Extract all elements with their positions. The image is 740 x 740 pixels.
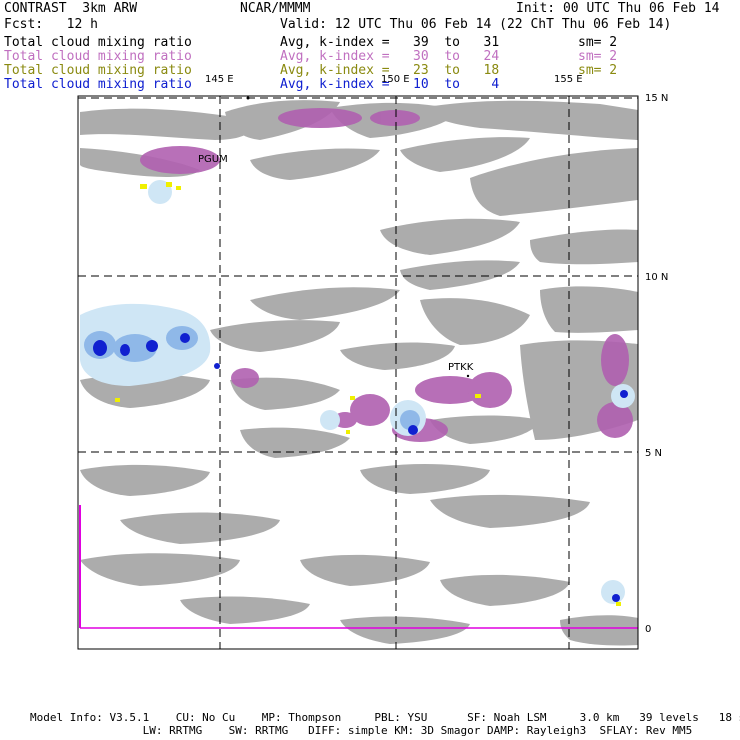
init-time: Init: 00 UTC Thu 06 Feb 14 xyxy=(516,1,720,16)
field-range-4: Avg, k-index = 10 to 4 xyxy=(280,77,500,92)
model-title: CONTRAST 3km ARW xyxy=(4,1,138,16)
lat-label-5n: 5 N xyxy=(645,448,662,459)
field-name-3: Total cloud mixing ratio xyxy=(4,63,192,78)
footer-model-info: Model Info: V3.5.1 CU: No Cu MP: Thompso… xyxy=(30,711,740,724)
purple-cloud-layer xyxy=(140,108,633,442)
valid-time: Valid: 12 UTC Thu 06 Feb 14 (22 ChT Thu … xyxy=(280,17,672,32)
field-range-2: Avg, k-index = 30 to 24 xyxy=(280,49,500,64)
lon-label-155: 155 E xyxy=(554,74,583,85)
lat-lon-grid xyxy=(78,96,638,649)
station-marker xyxy=(246,96,250,100)
organization-label: NCAR/MMMM xyxy=(240,1,311,16)
field-range-3: Avg, k-index = 23 to 18 xyxy=(280,63,500,78)
field-name-1: Total cloud mixing ratio xyxy=(4,35,192,50)
field-name-4: Total cloud mixing ratio xyxy=(4,77,192,92)
lat-label-10n: 10 N xyxy=(645,272,668,283)
field-sm-2: sm= 2 xyxy=(578,49,618,64)
footer-physics-info: LW: RRTMG SW: RRTMG DIFF: simple KM: 3D … xyxy=(30,724,693,737)
yellow-cloud-layer xyxy=(115,182,621,606)
forecast-hour: Fcst: 12 h xyxy=(4,17,98,32)
field-name-2: Total cloud mixing ratio xyxy=(4,49,192,64)
map-frame xyxy=(77,95,639,650)
gray-cloud-layer xyxy=(80,100,638,646)
lon-label-150: 150 E xyxy=(381,74,410,85)
lat-label-15n: 15 N xyxy=(645,93,668,104)
lon-label-145: 145 E xyxy=(205,74,234,85)
dark-blue-cloud-layer xyxy=(93,333,628,602)
field-range-1: Avg, k-index = 39 to 31 xyxy=(280,35,500,50)
lat-label-0: 0 xyxy=(645,624,651,635)
station-marker-ptkk xyxy=(466,374,470,378)
field-sm-1: sm= 2 xyxy=(578,35,618,50)
station-pgum: PGUM xyxy=(198,154,228,165)
field-sm-3: sm= 2 xyxy=(578,63,618,78)
station-ptkk: PTKK xyxy=(448,362,474,373)
